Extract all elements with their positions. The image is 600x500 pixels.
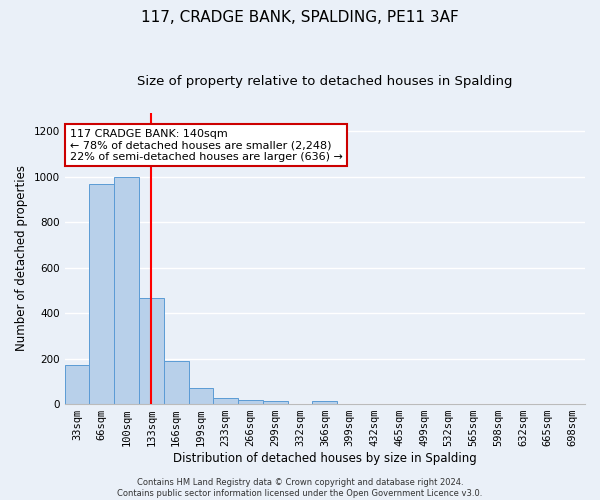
X-axis label: Distribution of detached houses by size in Spalding: Distribution of detached houses by size … bbox=[173, 452, 477, 465]
Text: 117 CRADGE BANK: 140sqm
← 78% of detached houses are smaller (2,248)
22% of semi: 117 CRADGE BANK: 140sqm ← 78% of detache… bbox=[70, 129, 343, 162]
Bar bbox=[214, 398, 238, 404]
Text: 117, CRADGE BANK, SPALDING, PE11 3AF: 117, CRADGE BANK, SPALDING, PE11 3AF bbox=[141, 10, 459, 25]
Bar bbox=[313, 400, 337, 404]
Title: Size of property relative to detached houses in Spalding: Size of property relative to detached ho… bbox=[137, 75, 512, 88]
Bar bbox=[263, 402, 287, 404]
Bar bbox=[238, 400, 263, 404]
Bar bbox=[164, 362, 188, 404]
Bar bbox=[188, 388, 214, 404]
Y-axis label: Number of detached properties: Number of detached properties bbox=[15, 166, 28, 352]
Bar bbox=[114, 176, 139, 404]
Text: Contains HM Land Registry data © Crown copyright and database right 2024.
Contai: Contains HM Land Registry data © Crown c… bbox=[118, 478, 482, 498]
Bar bbox=[89, 184, 114, 404]
Bar bbox=[65, 365, 89, 404]
Bar bbox=[139, 298, 164, 404]
